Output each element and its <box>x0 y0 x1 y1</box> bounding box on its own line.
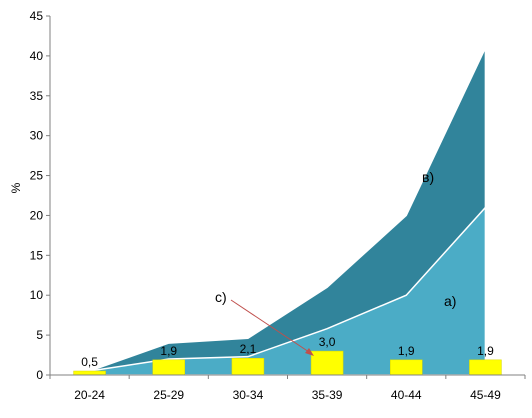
y-tick-label: 10 <box>30 288 44 302</box>
y-tick-label: 25 <box>30 169 44 183</box>
x-tick-labels: 20-24 25-29 30-34 35-39 40-44 45-49 <box>49 375 526 402</box>
data-label-40-44: 1,9 <box>398 344 415 358</box>
x-tick-label-25-29: 25-29 <box>153 388 184 402</box>
x-tick-label-40-44: 40-44 <box>391 388 422 402</box>
data-labels: 0,5 1,9 2,1 3,0 1,9 1,9 <box>81 335 494 369</box>
bar-25-29 <box>152 359 185 376</box>
x-tick-label-30-34: 30-34 <box>233 388 264 402</box>
bar-35-39 <box>310 350 344 376</box>
data-label-45-49: 1,9 <box>477 344 494 358</box>
x-tick-label-35-39: 35-39 <box>312 388 343 402</box>
y-tick-label: 15 <box>30 248 44 262</box>
y-tick-label: 30 <box>30 129 44 143</box>
data-label-20-24: 0,5 <box>81 355 98 369</box>
data-label-35-39: 3,0 <box>319 335 336 349</box>
bar-series-c <box>73 350 502 376</box>
y-tick-label: 5 <box>36 328 43 342</box>
data-label-30-34: 2,1 <box>240 342 257 356</box>
y-tick-label: 45 <box>30 9 44 23</box>
annotation-a: а) <box>444 293 456 309</box>
data-label-25-29: 1,9 <box>160 344 177 358</box>
bar-20-24 <box>73 370 106 376</box>
y-tick-label: 20 <box>30 208 44 222</box>
annotation-b: в) <box>422 169 434 185</box>
y-tick-label: 0 <box>36 368 43 382</box>
y-tick-labels: 0 5 10 15 20 25 30 35 40 45 <box>30 9 50 382</box>
annotation-c: с) <box>215 289 227 305</box>
annotation-c-arrow <box>230 299 313 355</box>
bar-45-49 <box>469 359 502 376</box>
bar-30-34 <box>231 357 265 376</box>
bar-40-44 <box>390 359 423 376</box>
y-axis-label: % <box>9 182 23 193</box>
annotation-c-arrowhead <box>305 348 314 356</box>
y-tick-label: 35 <box>30 89 44 103</box>
x-tick-label-20-24: 20-24 <box>74 388 105 402</box>
y-tick-label: 40 <box>30 49 44 63</box>
x-tick-label-45-49: 45-49 <box>470 388 501 402</box>
